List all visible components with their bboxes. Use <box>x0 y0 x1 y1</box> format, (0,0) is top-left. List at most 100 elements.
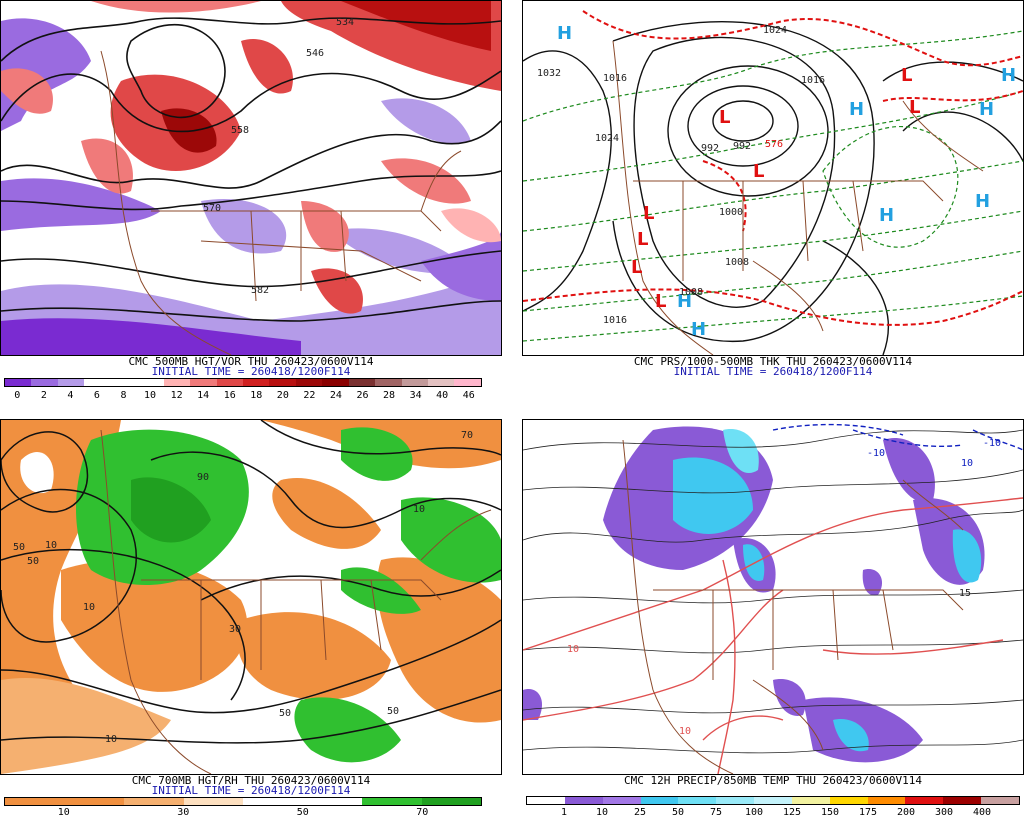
colorbar-swatch <box>421 798 481 805</box>
colorbar-swatch <box>5 798 65 805</box>
panel-title: CMC 12H PRECIP/850MB TEMP THU 260423/060… <box>623 774 922 787</box>
colorbar-tick-label: 175 <box>858 807 878 818</box>
initial-time: INITIAL TIME = 260418/1200F114 <box>151 784 351 797</box>
colorbar-swatch <box>867 797 906 804</box>
colorbar-tick-label: 75 <box>709 807 723 818</box>
panel-title: CMC PRS/1000-500MB THK THU 260423/0600V1… <box>633 355 913 368</box>
colorbar-tick-label: 2 <box>40 390 47 401</box>
low-pressure-marker: L <box>753 161 764 182</box>
contour-label: 10 <box>961 458 973 469</box>
panel-precip-temp: 10 10 -10 10 -10 15 CMC 12H PRECIP/850MB… <box>522 419 1024 819</box>
pressure-map-graphic: H H H H H H H H L L L L L L L L 1032 101… <box>523 1 1023 355</box>
colorbar-vorticity <box>4 378 482 387</box>
colorbar-swatch <box>348 379 376 386</box>
contour-label: -10 <box>983 438 1001 449</box>
colorbar-swatch <box>375 379 402 386</box>
colorbar-swatch <box>295 379 323 386</box>
colorbar-swatch <box>401 379 428 386</box>
high-pressure-marker: H <box>879 205 894 226</box>
high-pressure-marker: H <box>979 99 994 120</box>
colorbar-swatch <box>322 379 349 386</box>
colorbar-tick-label: 24 <box>329 390 342 401</box>
colorbar-swatch <box>527 797 565 804</box>
map-pressure-thickness: H H H H H H H H L L L L L L L L 1032 101… <box>522 0 1024 356</box>
contour-label: 1016 <box>603 73 627 84</box>
high-pressure-marker: H <box>691 319 706 340</box>
low-pressure-marker: L <box>909 97 920 118</box>
precip-map-graphic: 10 10 -10 10 -10 15 <box>523 420 1023 774</box>
map-700mb-rh: 50 10 50 10 30 10 70 90 50 10 50 <box>0 419 502 775</box>
rh-map-graphic: 50 10 50 10 30 10 70 90 50 10 50 <box>1 420 501 774</box>
colorbar-swatch <box>754 797 792 804</box>
colorbar-swatch <box>678 797 717 804</box>
colorbar-swatch <box>302 798 362 805</box>
colorbar-tick-label: 200 <box>896 807 916 818</box>
high-pressure-marker: H <box>1001 65 1016 86</box>
colorbar-tick-label: 125 <box>782 807 802 818</box>
contour-label: -10 <box>867 448 885 459</box>
colorbar-tick-label: 25 <box>633 807 647 818</box>
contour-label: 1024 <box>763 25 787 36</box>
colorbar-tick-label: 34 <box>409 390 422 401</box>
contour-label: 1024 <box>595 133 619 144</box>
contour-label: 1032 <box>537 68 561 79</box>
contour-label: 50 <box>27 556 39 567</box>
high-pressure-marker: H <box>975 191 990 212</box>
panel-pressure-thickness: H H H H H H H H L L L L L L L L 1032 101… <box>522 0 1024 400</box>
colorbar-swatch <box>57 379 85 386</box>
colorbar-swatch <box>242 379 270 386</box>
colorbar-rh <box>4 797 482 806</box>
colorbar-tick-label: 10 <box>595 807 609 818</box>
contour-label: 10 <box>567 644 579 655</box>
colorbar-tick-label: 0 <box>14 390 21 401</box>
high-pressure-marker: H <box>677 291 692 312</box>
colorbar-tick-label: 50 <box>671 807 685 818</box>
contour-label: 50 <box>387 706 399 717</box>
contour-label: 992 <box>733 141 751 152</box>
colorbar-swatch <box>84 379 111 386</box>
colorbar-tick-label: 1 <box>560 807 568 818</box>
colorbar-swatch <box>190 379 217 386</box>
colorbar-swatch <box>602 797 641 804</box>
contour-label: 1016 <box>603 315 627 326</box>
contour-label: 10 <box>105 734 117 745</box>
colorbar-swatch <box>216 379 243 386</box>
colorbar-tick-label: 4 <box>67 390 74 401</box>
vorticity-map-graphic: 534 546 558 570 582 <box>1 1 501 355</box>
panel-title: CMC 700MB HGT/RH THU 260423/0600V114 <box>131 774 371 787</box>
colorbar-swatch <box>640 797 679 804</box>
colorbar-tick-label: 8 <box>120 390 127 401</box>
colorbar-precip <box>526 796 1020 805</box>
colorbar-tick-label: 28 <box>383 390 396 401</box>
contour-label: 1008 <box>679 287 703 298</box>
colorbar-tick-label: 16 <box>223 390 236 401</box>
colorbar-swatch <box>943 797 982 804</box>
contour-label: 1008 <box>725 257 749 268</box>
colorbar-swatch <box>829 797 868 804</box>
high-pressure-marker: H <box>849 99 864 120</box>
colorbar-tick-label: 300 <box>934 807 954 818</box>
low-pressure-marker: L <box>655 291 666 312</box>
colorbar-tick-label: 18 <box>250 390 263 401</box>
colorbar-swatch <box>716 797 755 804</box>
low-pressure-marker: L <box>637 229 648 250</box>
colorbar-swatch <box>428 379 455 386</box>
colorbar-swatch <box>905 797 944 804</box>
contour-label: 546 <box>306 48 324 59</box>
colorbar-swatch <box>124 798 184 805</box>
high-pressure-marker: H <box>557 23 572 44</box>
initial-time: INITIAL TIME = 260418/1200F114 <box>151 365 351 378</box>
contour-label: 90 <box>197 472 209 483</box>
colorbar-swatch <box>269 379 296 386</box>
colorbar-swatch <box>31 379 58 386</box>
colorbar-tick-label: 50 <box>296 807 309 818</box>
colorbar-tick-label: 46 <box>462 390 475 401</box>
colorbar-swatch <box>5 379 32 386</box>
contour-label: 1000 <box>719 207 743 218</box>
colorbar-swatch <box>454 379 481 386</box>
colorbar-swatch <box>791 797 830 804</box>
contour-label: 534 <box>336 17 354 28</box>
colorbar-tick-label: 100 <box>744 807 764 818</box>
contour-label: 70 <box>461 430 473 441</box>
colorbar-swatch <box>243 798 303 805</box>
